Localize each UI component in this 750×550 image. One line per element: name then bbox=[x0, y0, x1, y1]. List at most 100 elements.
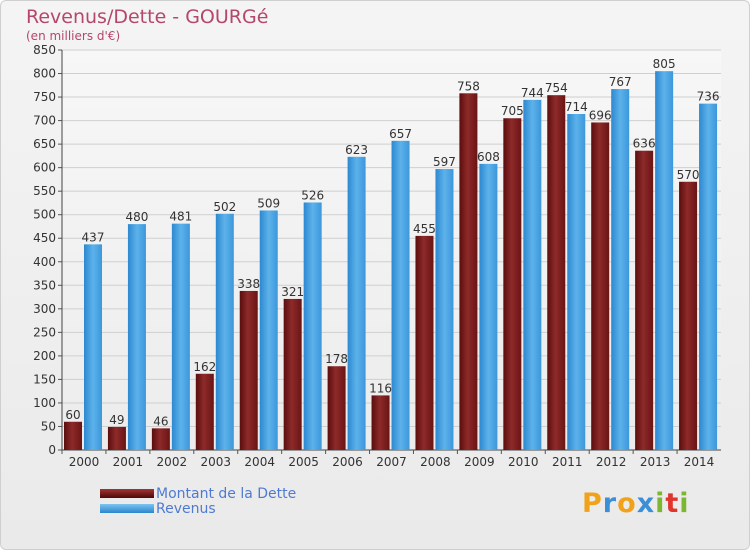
bar-debt bbox=[679, 181, 698, 450]
bar-debt bbox=[547, 95, 566, 451]
y-tick-label: 250 bbox=[33, 325, 56, 339]
data-label-debt: 116 bbox=[369, 381, 392, 395]
bar-debt bbox=[459, 93, 478, 450]
bar-revenue bbox=[127, 224, 146, 450]
data-label-debt: 338 bbox=[237, 277, 260, 291]
data-label-revenue: 767 bbox=[609, 75, 632, 89]
bar-debt bbox=[283, 298, 302, 450]
legend-swatch-debt bbox=[100, 489, 154, 498]
data-label-revenue: 623 bbox=[345, 143, 368, 157]
bar-revenue bbox=[655, 71, 674, 451]
data-label-debt: 49 bbox=[109, 413, 124, 427]
logo-letter: t bbox=[665, 488, 680, 519]
bar-revenue bbox=[479, 163, 498, 450]
y-tick-label: 450 bbox=[33, 231, 56, 245]
data-label-debt: 636 bbox=[633, 137, 656, 151]
legend-swatch-revenue bbox=[100, 504, 154, 513]
data-label-debt: 46 bbox=[153, 414, 168, 428]
y-tick-label: 50 bbox=[41, 419, 56, 433]
y-tick-label: 600 bbox=[33, 161, 56, 175]
chart-title: Revenus/Dette - GOURGé bbox=[26, 6, 269, 28]
bar-revenue bbox=[523, 99, 542, 450]
x-tick-label: 2006 bbox=[332, 455, 363, 469]
y-tick-label: 800 bbox=[33, 67, 56, 81]
bar-debt bbox=[151, 428, 170, 450]
logo-letter: i bbox=[679, 488, 690, 519]
data-label-revenue: 526 bbox=[301, 188, 324, 202]
bar-revenue bbox=[171, 223, 190, 450]
bar-revenue bbox=[391, 140, 410, 450]
data-label-debt: 696 bbox=[589, 108, 612, 122]
data-label-debt: 758 bbox=[457, 79, 480, 93]
x-tick-label: 2010 bbox=[508, 455, 539, 469]
data-label-revenue: 744 bbox=[521, 86, 544, 100]
bar-debt bbox=[327, 366, 346, 450]
chart-legend: Montant de la Dette Revenus bbox=[100, 485, 297, 517]
x-tick-label: 2014 bbox=[684, 455, 715, 469]
logo-letter: r bbox=[602, 488, 618, 519]
bar-revenue bbox=[435, 169, 454, 450]
bar-debt bbox=[503, 118, 522, 450]
y-tick-label: 700 bbox=[33, 114, 56, 128]
bar-debt bbox=[239, 290, 258, 450]
x-tick-label: 2007 bbox=[376, 455, 407, 469]
logo-letter: P bbox=[582, 488, 603, 519]
legend-label-debt: Montant de la Dette bbox=[156, 485, 297, 502]
data-label-revenue: 437 bbox=[82, 230, 105, 244]
y-tick-label: 0 bbox=[48, 443, 56, 457]
chart-subtitle: (en milliers d'€) bbox=[26, 29, 121, 43]
x-tick-label: 2005 bbox=[288, 455, 319, 469]
data-label-debt: 321 bbox=[281, 285, 304, 299]
bar-debt bbox=[635, 150, 654, 451]
legend-label-revenue: Revenus bbox=[156, 500, 216, 517]
logo-letter: x bbox=[636, 488, 656, 519]
proxiti-logo: Proxiti bbox=[582, 488, 690, 519]
data-label-debt: 570 bbox=[677, 168, 700, 182]
x-tick-label: 2008 bbox=[420, 455, 451, 469]
y-tick-label: 500 bbox=[33, 208, 56, 222]
bar-revenue bbox=[215, 213, 234, 450]
x-tick-label: 2013 bbox=[640, 455, 671, 469]
data-label-debt: 162 bbox=[193, 360, 216, 374]
y-tick-label: 750 bbox=[33, 90, 56, 104]
bar-debt bbox=[371, 395, 390, 450]
legend-item-revenue: Revenus bbox=[100, 500, 296, 517]
data-label-revenue: 597 bbox=[433, 155, 456, 169]
y-tick-label: 350 bbox=[33, 278, 56, 292]
y-tick-label: 550 bbox=[33, 184, 56, 198]
data-label-debt: 754 bbox=[545, 81, 568, 95]
bar-debt bbox=[591, 122, 610, 451]
legend-item-debt: Montant de la Dette bbox=[100, 485, 297, 502]
data-label-revenue: 481 bbox=[169, 210, 192, 224]
x-tick-label: 2009 bbox=[464, 455, 495, 469]
y-tick-label: 850 bbox=[33, 43, 56, 57]
x-tick-label: 2012 bbox=[596, 455, 627, 469]
bar-debt bbox=[107, 426, 126, 450]
x-tick-label: 2003 bbox=[200, 455, 231, 469]
data-label-revenue: 502 bbox=[213, 200, 236, 214]
data-label-revenue: 608 bbox=[477, 150, 500, 164]
data-label-debt: 455 bbox=[413, 222, 436, 236]
bar-revenue bbox=[84, 244, 102, 450]
data-label-revenue: 657 bbox=[389, 127, 412, 141]
bar-revenue bbox=[567, 114, 586, 450]
data-label-debt: 705 bbox=[501, 104, 524, 118]
logo-letter: i bbox=[655, 488, 666, 519]
y-tick-label: 650 bbox=[33, 137, 56, 151]
bar-revenue bbox=[259, 210, 278, 450]
data-label-debt: 178 bbox=[325, 352, 348, 366]
data-label-revenue: 736 bbox=[697, 90, 720, 104]
y-tick-label: 300 bbox=[33, 302, 56, 316]
bar-debt bbox=[195, 373, 214, 450]
plot-area bbox=[62, 50, 721, 450]
data-label-debt: 60 bbox=[65, 408, 80, 422]
y-tick-label: 200 bbox=[33, 349, 56, 363]
bar-debt bbox=[415, 235, 434, 450]
data-label-revenue: 805 bbox=[653, 57, 676, 71]
bar-revenue bbox=[347, 156, 366, 450]
y-tick-label: 100 bbox=[33, 396, 56, 410]
y-tick-label: 150 bbox=[33, 372, 56, 386]
data-label-revenue: 714 bbox=[565, 100, 588, 114]
bar-revenue bbox=[303, 202, 322, 450]
